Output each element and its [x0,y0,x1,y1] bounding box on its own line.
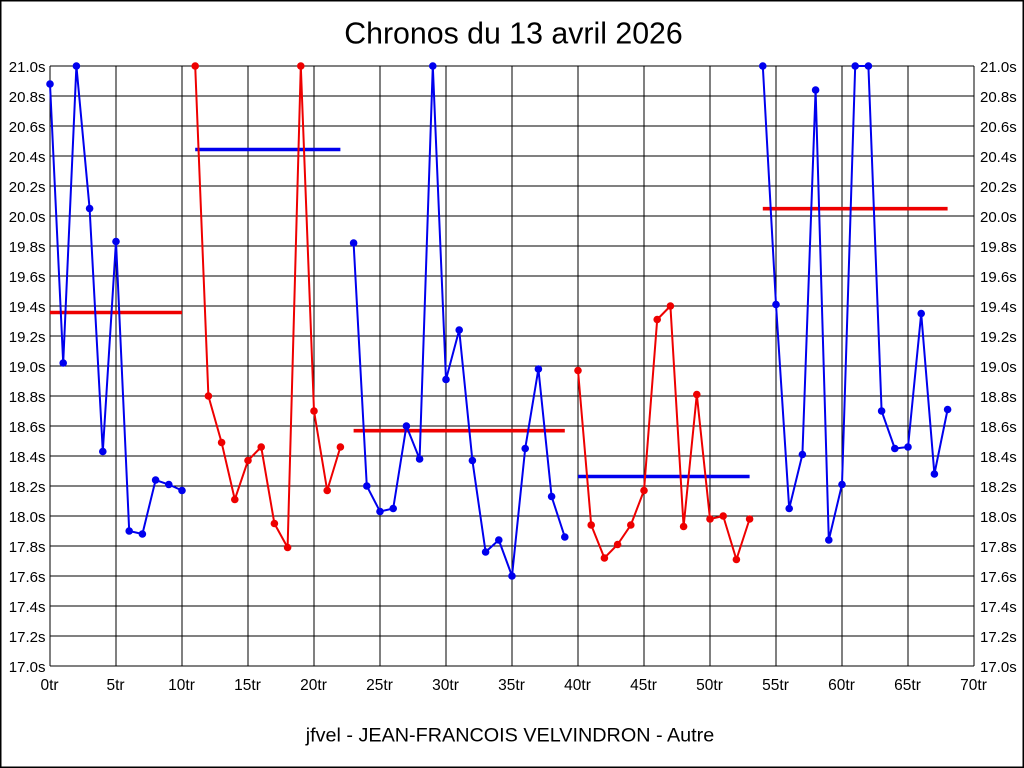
svg-text:jfvel - JEAN-FRANCOIS VELVINDR: jfvel - JEAN-FRANCOIS VELVINDRON - Autre [305,725,715,747]
svg-text:19.0s: 19.0s [980,359,1017,376]
svg-text:20.8s: 20.8s [9,89,46,106]
svg-text:21.0s: 21.0s [980,59,1017,76]
svg-text:19.4s: 19.4s [980,299,1017,316]
svg-text:17.8s: 17.8s [9,539,46,556]
svg-text:17.8s: 17.8s [980,539,1017,556]
svg-text:17.6s: 17.6s [9,569,46,586]
svg-text:17.4s: 17.4s [980,599,1017,616]
svg-text:18.2s: 18.2s [980,479,1017,496]
svg-text:17.6s: 17.6s [980,569,1017,586]
svg-text:20.4s: 20.4s [9,149,46,166]
svg-text:20tr: 20tr [300,677,327,694]
svg-text:18.0s: 18.0s [980,509,1017,526]
svg-text:35tr: 35tr [498,677,525,694]
svg-text:17.0s: 17.0s [9,659,46,676]
svg-text:15tr: 15tr [234,677,261,694]
svg-text:18.4s: 18.4s [980,449,1017,466]
svg-text:70tr: 70tr [960,677,987,694]
svg-text:30tr: 30tr [432,677,459,694]
svg-text:20.2s: 20.2s [980,179,1017,196]
svg-text:17.2s: 17.2s [980,629,1017,646]
svg-text:18.0s: 18.0s [9,509,46,526]
svg-text:19.6s: 19.6s [980,269,1017,286]
svg-text:55tr: 55tr [762,677,789,694]
svg-text:19.4s: 19.4s [9,299,46,316]
svg-text:20.0s: 20.0s [9,209,46,226]
svg-text:17.0s: 17.0s [980,659,1017,676]
svg-text:20.4s: 20.4s [980,149,1017,166]
svg-text:21.0s: 21.0s [9,59,46,76]
svg-text:20.2s: 20.2s [9,179,46,196]
svg-text:18.8s: 18.8s [980,389,1017,406]
svg-text:17.2s: 17.2s [9,629,46,646]
svg-text:18.4s: 18.4s [9,449,46,466]
svg-text:0tr: 0tr [40,677,58,694]
svg-text:19.2s: 19.2s [980,329,1017,346]
svg-text:19.2s: 19.2s [9,329,46,346]
svg-text:19.8s: 19.8s [980,239,1017,256]
svg-text:25tr: 25tr [366,677,393,694]
svg-text:19.8s: 19.8s [9,239,46,256]
svg-text:65tr: 65tr [894,677,921,694]
svg-text:45tr: 45tr [630,677,657,694]
svg-text:20.6s: 20.6s [9,119,46,136]
svg-text:19.0s: 19.0s [9,359,46,376]
svg-text:5tr: 5tr [106,677,124,694]
svg-text:40tr: 40tr [564,677,591,694]
svg-text:18.6s: 18.6s [9,419,46,436]
svg-text:18.8s: 18.8s [9,389,46,406]
svg-text:Chronos du 13 avril 2026: Chronos du 13 avril 2026 [344,18,683,51]
svg-text:50tr: 50tr [696,677,723,694]
svg-text:18.6s: 18.6s [980,419,1017,436]
svg-text:20.8s: 20.8s [980,89,1017,106]
svg-text:60tr: 60tr [828,677,855,694]
svg-text:20.6s: 20.6s [980,119,1017,136]
svg-text:18.2s: 18.2s [9,479,46,496]
svg-text:17.4s: 17.4s [9,599,46,616]
svg-text:10tr: 10tr [168,677,195,694]
svg-text:19.6s: 19.6s [9,269,46,286]
svg-text:20.0s: 20.0s [980,209,1017,226]
